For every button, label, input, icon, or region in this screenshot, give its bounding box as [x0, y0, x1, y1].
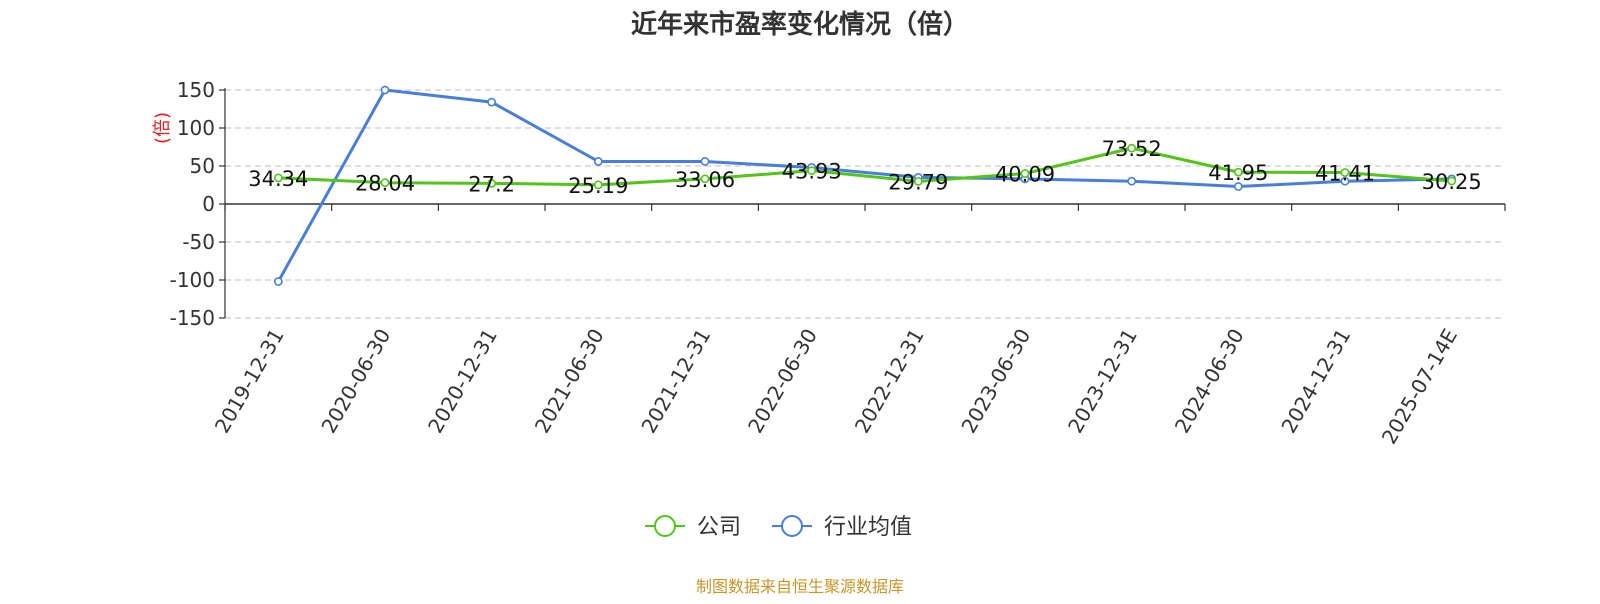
data-point: [1127, 143, 1137, 153]
y-tick-label: 0: [202, 192, 215, 216]
legend-label: 行业均值: [824, 515, 912, 540]
y-tick-label: -100: [170, 268, 215, 292]
data-point: [1127, 176, 1137, 186]
data-point: [1340, 168, 1350, 177]
data-label: 73.52: [1102, 137, 1162, 161]
data-point: [273, 173, 283, 183]
grid-lines: [225, 89, 1505, 319]
data-point: [1233, 167, 1243, 177]
data-label: 29.79: [888, 170, 948, 194]
x-tick-label: 2023-12-31: [1063, 325, 1142, 438]
data-point: [913, 176, 923, 186]
data-label: 30.25: [1422, 170, 1482, 194]
data-point: [1020, 169, 1030, 178]
data-point: [700, 174, 710, 184]
legend-label: 公司: [697, 515, 741, 540]
data-label: 34.34: [248, 167, 308, 191]
x-tick-label: 2019-12-31: [210, 325, 289, 438]
data-point: [700, 157, 710, 166]
data-point: [380, 85, 390, 95]
y-tick-label: -50: [182, 230, 215, 254]
data-point: [1233, 182, 1243, 191]
data-label: 40.09: [995, 163, 1055, 187]
x-tick-label: 2021-06-30: [530, 325, 609, 438]
data-label: 27.2: [468, 172, 515, 196]
x-tick-label: 2024-06-30: [1170, 325, 1249, 438]
x-tick-label: 2024-12-31: [1276, 325, 1355, 438]
series-lines: [273, 85, 1457, 286]
x-tick-label: 2022-06-30: [743, 325, 822, 438]
data-label: 25.19: [568, 174, 628, 198]
data-point: [380, 178, 390, 188]
series-line: [278, 146, 1452, 187]
chart-title: 近年来市盈率变化情况（倍）: [631, 9, 969, 40]
data-label: 43.93: [782, 160, 842, 184]
data-point: [273, 277, 283, 286]
data-label: 41.95: [1208, 161, 1268, 185]
data-point: [807, 166, 817, 176]
x-tick-label: 2022-12-31: [850, 324, 929, 437]
source-note: 制图数据来自恒生聚源数据库: [696, 577, 904, 596]
x-tick-label: 2020-06-30: [316, 325, 395, 438]
x-tick-label: 2025-07-14E: [1377, 325, 1462, 449]
data-point: [1447, 176, 1457, 186]
y-tick-label: 100: [177, 116, 215, 140]
y-tick-label: -150: [170, 306, 215, 330]
data-point: [1340, 176, 1350, 186]
series-line: [277, 88, 1452, 283]
legend-marker: [781, 515, 803, 537]
data-point: [487, 178, 497, 188]
legend-marker: [654, 515, 676, 537]
legend: 公司 行业均值: [645, 515, 912, 540]
x-tick-label: 2023-06-30: [956, 325, 1035, 438]
y-tick-label: 150: [177, 78, 215, 102]
y-tick-label: 50: [190, 154, 215, 178]
data-point: [487, 97, 497, 107]
x-tick-label: 2020-12-31: [423, 324, 502, 437]
data-label: 28.04: [355, 172, 415, 196]
data-point: [593, 180, 603, 190]
data-label: 41.41: [1315, 162, 1375, 186]
data-point: [593, 157, 603, 166]
data-labels: 34.34 28.04 27.2 25.19 33.06 43.93 29.79 40.09 7…: [248, 137, 1481, 198]
x-tick-label: 2021-12-31: [636, 325, 715, 438]
y-axis-label: (倍): [152, 112, 173, 144]
data-label: 33.06: [675, 168, 735, 192]
